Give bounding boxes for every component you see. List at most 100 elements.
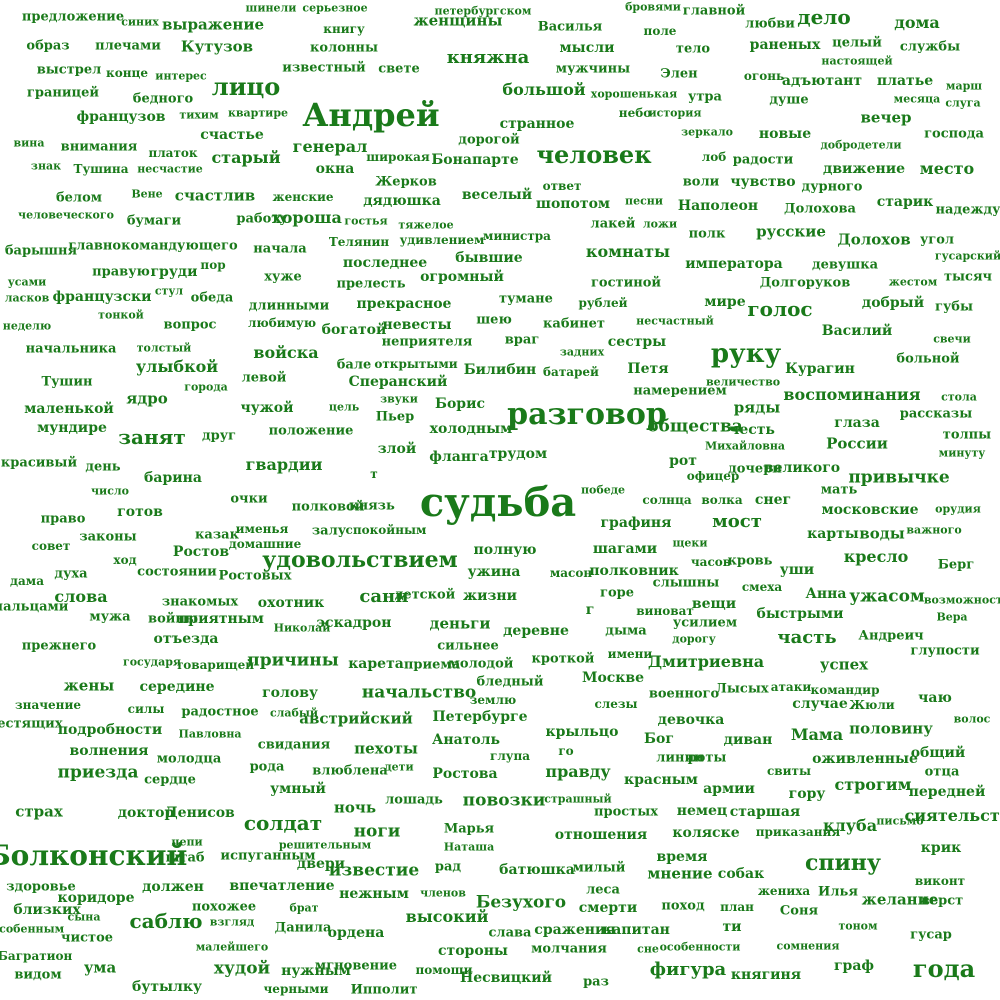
word: французски bbox=[52, 289, 152, 305]
word: сестры bbox=[607, 334, 667, 350]
word: малейшего bbox=[195, 940, 269, 954]
word: приезда bbox=[57, 762, 139, 783]
word: ти bbox=[722, 919, 742, 935]
word: Вене bbox=[131, 187, 163, 201]
word: белом bbox=[55, 190, 103, 206]
word: судьба bbox=[419, 479, 577, 526]
word: слава bbox=[488, 925, 532, 941]
word: господа bbox=[924, 126, 984, 142]
word: диван bbox=[723, 732, 773, 748]
word: радостное bbox=[181, 704, 259, 720]
word: решительным bbox=[278, 838, 372, 852]
word: членов bbox=[420, 886, 466, 900]
word: мысли bbox=[559, 40, 615, 56]
word: Безухого bbox=[475, 892, 567, 913]
word: поле bbox=[643, 24, 677, 38]
word: рассказы bbox=[899, 406, 973, 422]
word: Телянин bbox=[328, 235, 390, 249]
word: барышня bbox=[4, 243, 78, 259]
word: маленькой bbox=[24, 401, 114, 417]
word: намерением bbox=[633, 383, 727, 399]
word: жены bbox=[63, 676, 115, 695]
word: Пьер bbox=[375, 409, 415, 425]
word: жизни bbox=[462, 588, 518, 604]
word: простых bbox=[593, 804, 659, 820]
word: эскадрон bbox=[316, 615, 392, 631]
word: особенным bbox=[0, 922, 65, 936]
word: Бонапарте bbox=[431, 152, 519, 168]
word: неприятеля bbox=[381, 334, 473, 350]
word: знак bbox=[30, 159, 62, 173]
word: карты bbox=[807, 526, 859, 542]
word: удовольствием bbox=[262, 547, 458, 573]
word: последнее bbox=[342, 255, 428, 271]
word: день bbox=[85, 459, 121, 475]
word: граф bbox=[833, 958, 875, 974]
word: цепи bbox=[171, 835, 203, 849]
word: сердце bbox=[144, 772, 196, 788]
word: спину bbox=[804, 850, 882, 876]
word: женщины bbox=[413, 11, 503, 30]
word: кроткой bbox=[531, 651, 595, 667]
word: т bbox=[370, 467, 378, 481]
word: число bbox=[90, 484, 130, 498]
word: Долохов bbox=[837, 230, 911, 249]
word: дама bbox=[10, 574, 44, 588]
word: пехоты bbox=[354, 739, 418, 758]
word: интерес bbox=[155, 69, 207, 83]
word: сына bbox=[67, 910, 101, 924]
word: гостиной bbox=[590, 275, 662, 291]
word: гусар bbox=[910, 927, 952, 943]
word: масон bbox=[549, 566, 593, 580]
word: левой bbox=[241, 370, 287, 386]
word: тысяч bbox=[943, 269, 993, 285]
word: смерти bbox=[578, 900, 638, 916]
word: мост bbox=[712, 511, 762, 532]
word: Соня bbox=[779, 903, 819, 919]
word: большой bbox=[502, 80, 586, 99]
word: отношения bbox=[554, 827, 648, 843]
word: старик bbox=[876, 194, 934, 210]
word: сомнения bbox=[776, 939, 840, 953]
word: груди bbox=[150, 264, 198, 280]
word: полковник bbox=[589, 563, 679, 579]
word: барина bbox=[144, 470, 202, 486]
word: рад bbox=[434, 859, 462, 875]
word: командир bbox=[810, 683, 880, 697]
word: ложи bbox=[642, 217, 678, 231]
word: Илья bbox=[818, 884, 858, 900]
word: князь bbox=[349, 498, 395, 514]
word: Вера bbox=[936, 610, 968, 624]
word: Данила bbox=[274, 920, 332, 936]
word: часов bbox=[690, 555, 732, 569]
word: плечами bbox=[95, 38, 161, 54]
word: известный bbox=[282, 60, 366, 76]
word: виноват bbox=[636, 604, 694, 618]
word: солдат bbox=[243, 811, 323, 835]
word: сани bbox=[359, 586, 409, 607]
word: милый bbox=[572, 860, 626, 876]
word: Тушин bbox=[41, 374, 93, 390]
word: тонкой bbox=[98, 308, 144, 322]
word: широкая bbox=[366, 150, 430, 164]
word: победе bbox=[580, 483, 626, 497]
word: черными bbox=[263, 982, 329, 996]
word: кресло bbox=[843, 547, 909, 566]
word: Кутузов bbox=[180, 37, 254, 56]
word: несчастный bbox=[636, 314, 714, 328]
word: случае bbox=[792, 696, 848, 712]
word: блестящих bbox=[0, 716, 63, 732]
word: уши bbox=[779, 562, 815, 578]
word: приятным bbox=[178, 611, 264, 627]
word: ордена bbox=[327, 925, 385, 941]
word: работу bbox=[236, 211, 288, 227]
word: залу bbox=[311, 523, 347, 539]
word: фигура bbox=[649, 959, 727, 980]
word: целый bbox=[832, 35, 882, 51]
word: молодой bbox=[448, 656, 514, 672]
word: мужа bbox=[89, 609, 131, 625]
word: похожее bbox=[191, 899, 257, 915]
word: Долохова bbox=[784, 201, 856, 217]
word: Николай bbox=[273, 621, 331, 635]
